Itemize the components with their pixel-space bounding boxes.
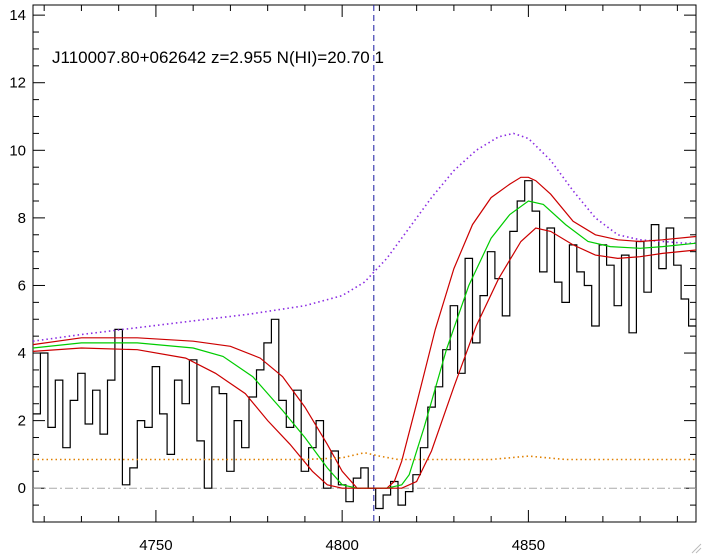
plot-frame <box>32 4 697 523</box>
series-line-5 <box>33 451 696 461</box>
y-tick-label: 10 <box>9 142 26 159</box>
chart-title: J110007.80+062642 z=2.955 N(HI)=20.70 1 <box>52 48 384 67</box>
y-tick-label: 6 <box>18 277 26 294</box>
y-tick-label: 14 <box>9 7 26 24</box>
y-tick-label: 0 <box>18 480 26 497</box>
resize-grip-icon[interactable] <box>690 542 702 554</box>
series-line-3 <box>32 200 697 489</box>
x-tick-label: 4850 <box>512 537 545 554</box>
series-line-0 <box>33 180 696 510</box>
y-tick-label: 2 <box>18 413 26 430</box>
y-tick-label: 12 <box>9 75 26 92</box>
y-tick-label: 8 <box>18 210 26 227</box>
y-tick-label: 4 <box>18 345 26 362</box>
series-line-2 <box>32 176 697 489</box>
series-line-4 <box>32 227 697 489</box>
x-tick-label: 4750 <box>139 537 172 554</box>
series-line-1 <box>32 132 696 342</box>
x-tick-label: 4800 <box>325 537 358 554</box>
